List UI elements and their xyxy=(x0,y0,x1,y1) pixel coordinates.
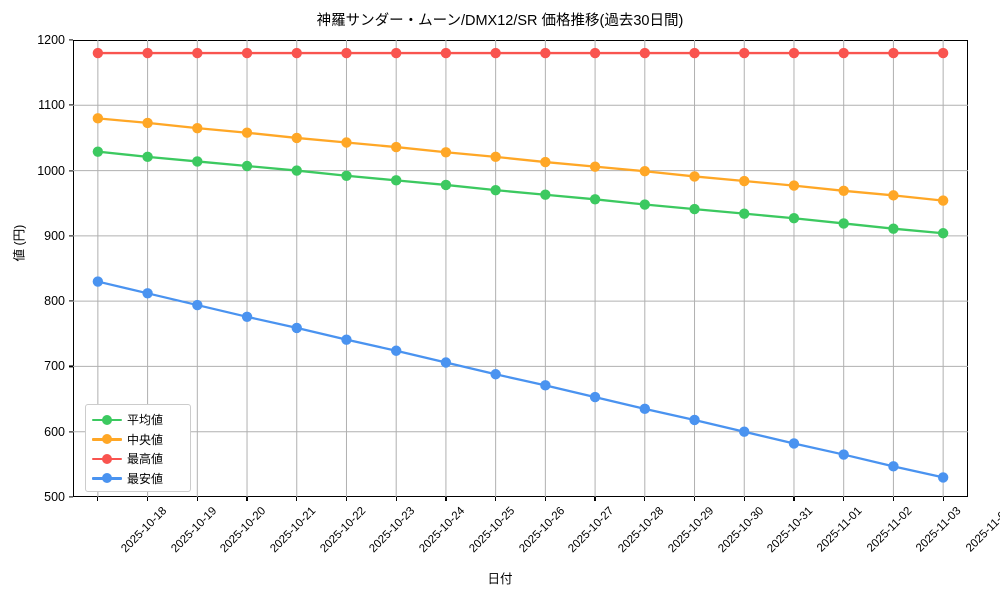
x-tick-label: 2025-10-24 xyxy=(417,505,468,556)
x-axis-title: 日付 xyxy=(487,572,513,586)
y-tick-mark xyxy=(69,431,73,433)
y-tick-mark xyxy=(69,300,73,302)
x-tick-label: 2025-10-25 xyxy=(467,505,518,556)
x-tick-mark xyxy=(743,497,745,501)
legend-item-1[interactable]: 中央値 xyxy=(92,430,183,450)
legend-label: 中央値 xyxy=(127,432,164,447)
y-tick-label: 1000 xyxy=(37,163,65,178)
y-tick-label: 1200 xyxy=(37,33,65,47)
x-tick-mark xyxy=(146,497,149,501)
x-tick-label: 2025-10-23 xyxy=(367,505,418,556)
y-tick-label: 600 xyxy=(44,424,65,439)
legend-item-3[interactable]: 最安値 xyxy=(92,469,183,489)
legend-label: 最安値 xyxy=(127,471,164,486)
x-tick-mark xyxy=(445,497,447,501)
x-tick-label: 2025-10-20 xyxy=(218,505,269,556)
x-tick-mark xyxy=(544,497,546,501)
x-tick-label: 2025-10-19 xyxy=(168,505,219,556)
x-tick-label: 2025-10-27 xyxy=(566,505,617,556)
x-tick-label: 2025-11-04 xyxy=(964,505,1000,555)
x-tick-label: 2025-10-30 xyxy=(715,505,766,556)
x-tick-label: 2025-10-26 xyxy=(516,505,567,556)
x-tick-mark xyxy=(495,497,497,501)
legend-item-2[interactable]: 最高値 xyxy=(92,449,183,469)
chart-legend: 平均値中央値最高値最安値 xyxy=(85,404,191,492)
y-tick-mark xyxy=(69,169,73,172)
y-tick-mark xyxy=(69,104,73,106)
x-tick-label: 2025-11-01 xyxy=(814,505,865,555)
x-tick-mark xyxy=(296,497,298,501)
y-tick-mark xyxy=(69,39,73,41)
x-tick-mark xyxy=(693,497,696,501)
x-tick-mark xyxy=(97,497,99,501)
y-axis-title: 値 (円) xyxy=(12,224,27,262)
x-tick-label: 2025-11-03 xyxy=(914,505,964,555)
x-tick-label: 2025-10-28 xyxy=(616,505,667,556)
x-tick-label: 2025-10-22 xyxy=(317,505,369,556)
chart-title: 神羅サンダー・ムーン/DMX12/SR 価格推移(過去30日間) xyxy=(316,13,684,29)
x-tick-label: 2025-10-29 xyxy=(666,505,717,556)
x-tick-mark xyxy=(345,497,348,501)
x-tick-mark xyxy=(196,497,198,501)
legend-swatch-icon xyxy=(92,452,122,466)
y-tick-label: 700 xyxy=(44,359,65,374)
legend-item-0[interactable]: 平均値 xyxy=(92,410,183,430)
plot-area xyxy=(73,40,968,497)
x-tick-mark xyxy=(594,497,596,501)
x-tick-mark xyxy=(793,497,795,501)
x-tick-label: 2025-10-21 xyxy=(268,505,319,556)
y-tick-label: 800 xyxy=(44,294,65,309)
legend-label: 最高値 xyxy=(127,452,164,467)
x-tick-label: 2025-10-18 xyxy=(119,505,170,556)
x-tick-mark xyxy=(395,497,397,501)
legend-label: 平均値 xyxy=(127,413,164,428)
x-tick-label: 2025-10-31 xyxy=(765,505,816,556)
x-tick-mark xyxy=(843,497,845,501)
legend-swatch-icon xyxy=(92,413,122,427)
x-tick-mark xyxy=(892,497,894,501)
x-tick-mark xyxy=(644,497,646,501)
y-tick-mark xyxy=(69,496,73,498)
x-tick-mark xyxy=(246,497,248,501)
y-tick-label: 500 xyxy=(44,490,65,504)
x-tick-label: 2025-11-02 xyxy=(864,505,915,555)
y-tick-label: 1100 xyxy=(38,98,65,113)
legend-swatch-icon xyxy=(92,471,122,485)
y-tick-mark xyxy=(69,365,73,368)
y-tick-mark xyxy=(69,235,73,237)
y-tick-label: 900 xyxy=(44,228,65,243)
x-tick-mark xyxy=(942,497,944,501)
legend-swatch-icon xyxy=(92,432,122,446)
